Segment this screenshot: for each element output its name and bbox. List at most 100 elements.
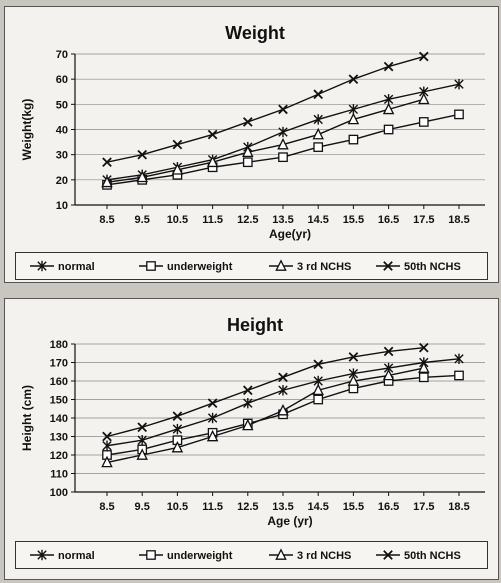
point-3-rd-nchs [418, 361, 430, 373]
point-underweight [454, 370, 464, 381]
y-tick-label: 170 [50, 358, 68, 370]
series-line-3-rd-nchs [106, 98, 424, 184]
y-tick-label: 70 [56, 49, 68, 61]
point-50th-nchs [348, 74, 359, 85]
point-normal [278, 126, 288, 138]
legend-label-3-rd-nchs: 3 rd NCHS [297, 550, 351, 562]
point-50th-nchs [242, 385, 253, 396]
legend-marker-3-rd-nchs [275, 259, 287, 271]
x-tick-label: 16.5 [378, 214, 399, 226]
point-3-rd-nchs [206, 155, 219, 168]
legend-label-normal: normal [58, 261, 95, 273]
x-tick-label: 14.5 [307, 501, 328, 513]
legend-label-3-rd-nchs: 3 rd NCHS [297, 261, 351, 273]
point-3-rd-nchs [101, 175, 113, 188]
point-normal [207, 412, 218, 424]
point-3-rd-nchs [206, 429, 219, 442]
point-50th-nchs [207, 398, 218, 409]
weight-chart: Weight 10 20 30 40 50 60 70 8.5 9.5 10.5 11.5 12.5 13… [20, 23, 485, 241]
y-tick-label: 100 [50, 487, 68, 499]
x-tick-label: 16.5 [378, 501, 399, 513]
y-tick-label: 10 [56, 200, 68, 212]
point-3-rd-nchs [101, 455, 113, 468]
legend-label-normal: normal [58, 550, 95, 562]
x-axis-label: Age(yr) [269, 227, 311, 241]
point-50th-nchs [383, 61, 394, 72]
x-tick-label: 11.5 [202, 214, 223, 226]
point-50th-nchs [278, 104, 288, 115]
point-3-rd-nchs [312, 383, 324, 396]
y-axis-label: Weight(kg) [20, 99, 34, 161]
y-tick-label: 40 [56, 125, 68, 137]
weight-legend-entries: normal underweight 3 rd NCHS 50th NCHS [30, 259, 461, 273]
y-tick-label: 110 [50, 469, 68, 481]
point-normal [172, 423, 183, 435]
point-normal [243, 398, 253, 409]
x-tick-label: 13.5 [272, 501, 293, 513]
weight-chart-panel: Weight 10 20 30 40 50 60 70 8.5 9.5 10.5 11.5 12.5 13… [4, 6, 499, 283]
point-50th-nchs [172, 139, 183, 150]
x-tick-label: 10.5 [167, 214, 188, 226]
point-3-rd-nchs [277, 403, 289, 416]
legend-marker-50th-nchs [383, 261, 393, 271]
legend-marker-normal [37, 260, 47, 272]
point-3-rd-nchs [312, 127, 324, 140]
legend-label-50th-nchs: 50th NCHS [404, 550, 461, 562]
weight-chart-legend: normal underweight 3 rd NCHS 50th NCHS [15, 252, 488, 280]
x-tick-label: 18.5 [448, 501, 469, 513]
x-tick-label: 15.5 [343, 501, 364, 513]
point-normal [102, 440, 112, 451]
point-3-rd-nchs [171, 440, 184, 453]
point-50th-nchs [102, 157, 112, 168]
point-underweight [454, 109, 464, 120]
point-3-rd-nchs [347, 112, 360, 125]
x-tick-label: 12.5 [237, 214, 258, 226]
height-chart-panel: Height 100 110 120 130 140 150 160 170 180 8.5 9.5 1… [4, 298, 499, 580]
series-line-50th-nchs [106, 55, 424, 163]
point-underweight [348, 134, 359, 145]
y-tick-label: 160 [50, 376, 68, 388]
point-50th-nchs [242, 117, 253, 127]
point-normal [454, 353, 464, 364]
x-tick-label: 18.5 [448, 214, 469, 226]
chart-title: Height [227, 315, 283, 335]
point-normal [137, 435, 147, 446]
point-3-rd-nchs [382, 368, 395, 381]
point-3-rd-nchs [242, 145, 254, 158]
point-3-rd-nchs [418, 92, 430, 105]
point-50th-nchs [313, 359, 324, 370]
x-tick-label: 9.5 [135, 501, 150, 513]
height-chart-legend: normal underweight 3 rd NCHS 50th NCHS [15, 541, 488, 569]
legend-label-underweight: underweight [167, 550, 233, 562]
x-tick-label: 13.5 [272, 214, 293, 226]
series-line-3-rd-nchs [106, 367, 424, 464]
point-normal [454, 79, 464, 90]
point-3-rd-nchs [136, 448, 148, 460]
point-underweight [313, 142, 324, 152]
y-tick-label: 50 [56, 99, 68, 111]
legend-label-underweight: underweight [167, 261, 233, 273]
legend-marker-underweight [146, 261, 156, 271]
point-50th-nchs [418, 342, 429, 353]
point-underweight [418, 372, 429, 383]
point-3-rd-nchs [347, 374, 360, 386]
point-underweight [242, 157, 253, 168]
x-tick-label: 17.5 [413, 214, 434, 226]
point-50th-nchs [313, 89, 324, 100]
y-tick-label: 150 [50, 395, 68, 407]
point-normal [313, 114, 323, 125]
point-50th-nchs [207, 129, 218, 140]
legend-label-50th-nchs: 50th NCHS [404, 261, 461, 273]
x-tick-label: 12.5 [237, 501, 258, 513]
point-50th-nchs [102, 431, 112, 442]
legend-marker-normal [37, 549, 47, 561]
x-tick-label: 14.5 [307, 214, 328, 226]
y-tick-label: 60 [56, 74, 68, 86]
x-tick-label: 8.5 [99, 214, 114, 226]
x-tick-label: 10.5 [167, 501, 188, 513]
point-underweight [313, 394, 324, 405]
y-tick-label: 180 [50, 339, 68, 351]
point-50th-nchs [418, 51, 429, 62]
point-3-rd-nchs [136, 170, 148, 183]
legend-marker-50th-nchs [383, 550, 393, 560]
